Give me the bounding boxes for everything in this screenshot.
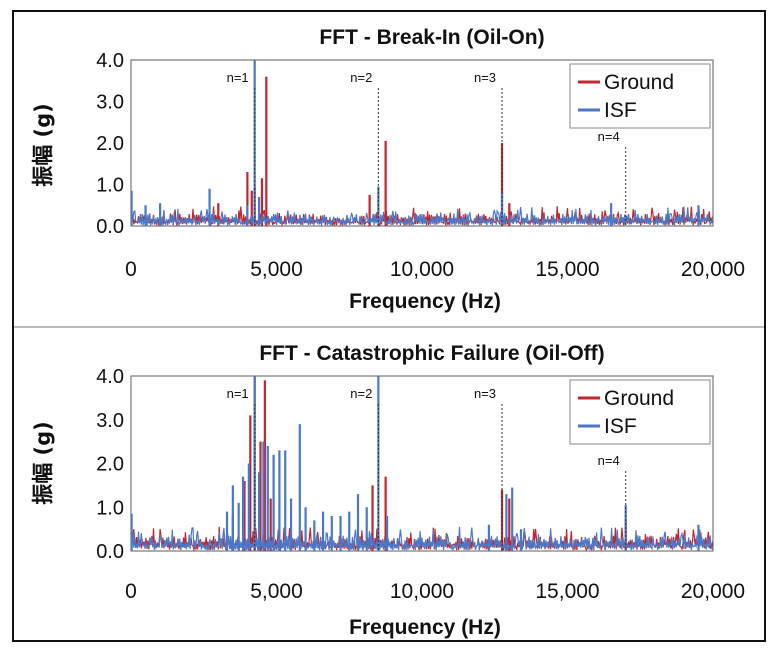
y-tick-label: 0.0 [96, 216, 124, 238]
legend-label-isf: ISF [604, 415, 637, 438]
legend-label-ground: Ground [604, 71, 674, 94]
y-tick-label: 2.0 [96, 454, 124, 476]
x-tick-label: 0 [125, 580, 137, 603]
harmonic-label: n=1 [227, 70, 249, 85]
x-tick-label: 15,000 [535, 258, 599, 281]
series-isf-trace [131, 206, 713, 226]
chart-panel-1: FFT - Break-In (Oil-On) 0.0 1.0 2.0 3.0 4.0 0 5… [31, 26, 745, 313]
y-tick-label: 3.0 [96, 410, 124, 432]
y-axis-label: 振幅 (g) [31, 421, 55, 505]
x-tick-label: 20,000 [681, 258, 745, 281]
panel-divider [14, 326, 764, 328]
x-tick-label: 5,000 [250, 258, 303, 281]
plot-area-border [130, 59, 714, 227]
harmonic-label: n=2 [350, 386, 372, 401]
harmonic-label: n=2 [350, 70, 372, 85]
harmonic-label: n=1 [227, 386, 249, 401]
x-axis-label: Frequency (Hz) [349, 290, 501, 313]
chart-title: FFT - Break-In (Oil-On) [319, 26, 544, 49]
y-tick-label: 1.0 [96, 175, 124, 197]
legend-label-ground: Ground [604, 387, 674, 410]
x-tick-label: 0 [125, 258, 137, 281]
y-tick-label: 3.0 [96, 92, 124, 114]
legend-box [569, 379, 711, 445]
chart-title: FFT - Catastrophic Failure (Oil-Off) [259, 342, 604, 365]
y-tick-label: 0.0 [96, 541, 124, 563]
legend-box [569, 63, 711, 129]
y-tick-label: 4.0 [96, 50, 124, 72]
x-tick-label: 10,000 [390, 258, 454, 281]
y-tick-label: 2.0 [96, 133, 124, 155]
harmonic-label: n=4 [598, 129, 620, 144]
harmonic-label: n=4 [598, 453, 620, 468]
legend-label-isf: ISF [604, 99, 637, 122]
y-tick-label: 1.0 [96, 497, 124, 519]
x-tick-label: 5,000 [250, 580, 303, 603]
y-tick-label: 4.0 [96, 366, 124, 388]
y-axis-label: 振幅 (g) [31, 103, 55, 187]
harmonic-label: n=3 [474, 70, 496, 85]
chart-panel-2: FFT - Catastrophic Failure (Oil-Off) 0.0 1… [31, 342, 745, 639]
x-tick-label: 10,000 [390, 580, 454, 603]
x-tick-label: 15,000 [535, 580, 599, 603]
x-axis-label: Frequency (Hz) [349, 616, 501, 639]
plot-area-border [130, 375, 714, 552]
x-tick-label: 20,000 [681, 580, 745, 603]
harmonic-label: n=3 [474, 386, 496, 401]
